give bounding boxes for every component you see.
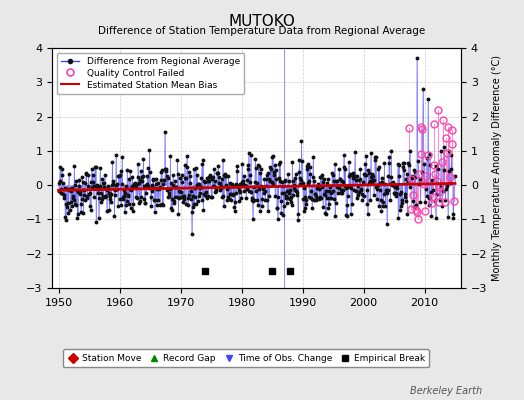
Y-axis label: Monthly Temperature Anomaly Difference (°C): Monthly Temperature Anomaly Difference (… [492, 55, 501, 281]
Legend: Difference from Regional Average, Quality Control Failed, Estimated Station Mean: Difference from Regional Average, Qualit… [57, 52, 245, 94]
Text: Berkeley Earth: Berkeley Earth [410, 386, 482, 396]
Text: Difference of Station Temperature Data from Regional Average: Difference of Station Temperature Data f… [99, 26, 425, 36]
Legend: Station Move, Record Gap, Time of Obs. Change, Empirical Break: Station Move, Record Gap, Time of Obs. C… [63, 350, 429, 368]
Text: MUTOKO: MUTOKO [228, 14, 296, 29]
